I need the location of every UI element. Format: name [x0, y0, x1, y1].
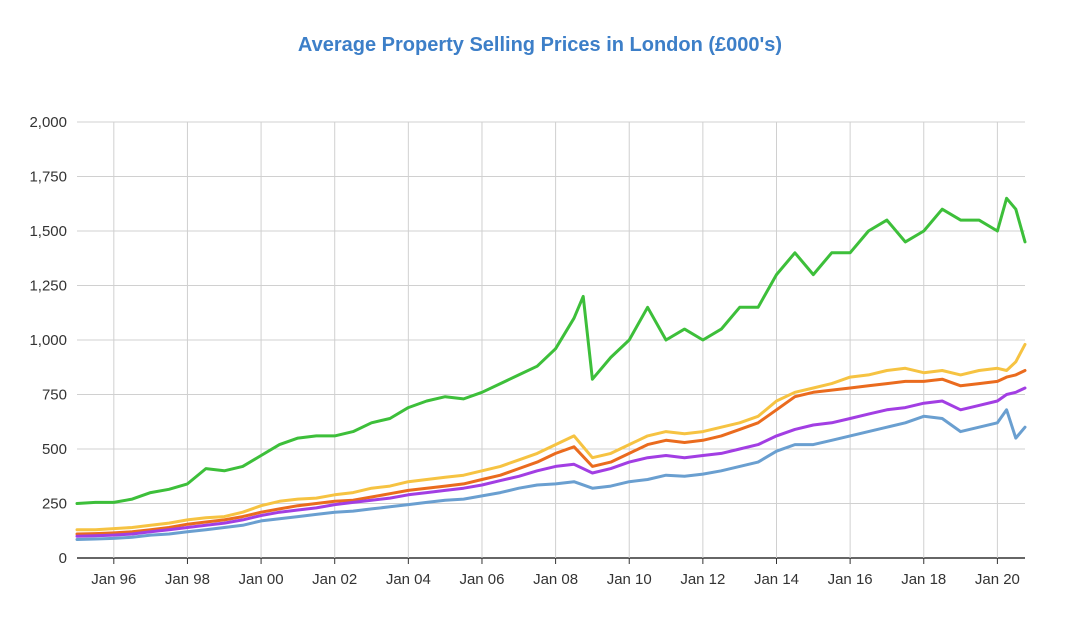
- x-tick-label: Jan 10: [607, 571, 652, 588]
- x-tick-label: Jan 04: [386, 571, 431, 588]
- series-line-5: [75, 408, 1027, 541]
- chart-title: Average Property Selling Prices in Londo…: [297, 34, 783, 56]
- series-line-1: [75, 196, 1027, 505]
- x-tick-label: Jan 08: [533, 571, 578, 588]
- x-tick-label: Jan 98: [165, 571, 210, 588]
- y-tick-label: 500: [42, 441, 67, 458]
- y-tick-label: 1,500: [29, 223, 67, 240]
- y-tick-label: 750: [42, 387, 67, 404]
- x-tick-label: Jan 06: [459, 571, 504, 588]
- y-tick-label: 0: [59, 550, 67, 567]
- y-tick-label: 1,750: [29, 169, 67, 186]
- x-tick-label: Jan 14: [754, 571, 799, 588]
- x-tick-label: Jan 12: [680, 571, 725, 588]
- series-line-2: [75, 342, 1027, 532]
- series-line-4: [75, 386, 1027, 538]
- y-tick-label: 2,000: [29, 114, 67, 131]
- x-tick-label: Jan 96: [91, 571, 136, 588]
- x-tick-label: Jan 02: [312, 571, 357, 588]
- x-tick-label: Jan 20: [975, 571, 1020, 588]
- y-tick-label: 1,250: [29, 278, 67, 295]
- series-line-3: [75, 369, 1027, 536]
- y-tick-label: 1,000: [29, 332, 67, 349]
- y-tick-label: 250: [42, 496, 67, 513]
- x-tick-label: Jan 00: [239, 571, 284, 588]
- x-tick-label: Jan 18: [901, 571, 946, 588]
- x-tick-label: Jan 16: [828, 571, 873, 588]
